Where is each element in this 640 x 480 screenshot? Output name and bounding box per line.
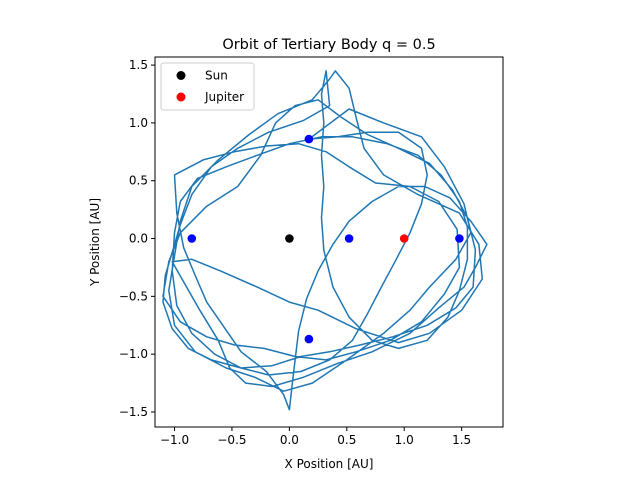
lagrange-point	[344, 234, 354, 243]
chart-title: Orbit of Tertiary Body q = 0.5	[222, 37, 435, 53]
x-tick-label: 0.0	[280, 433, 299, 447]
y-axis-label: Y Position [AU]	[88, 198, 102, 287]
x-tick-label: −0.5	[217, 433, 246, 447]
x-tick-label: 0.5	[337, 433, 356, 447]
plot-frame	[154, 56, 504, 428]
x-axis-label: X Position [AU]	[285, 457, 374, 471]
legend-marker-sun	[176, 71, 186, 80]
sun-point	[285, 234, 294, 243]
x-tick-label: 1.5	[452, 433, 471, 447]
lagrange-point	[304, 134, 314, 144]
jupiter-point	[399, 234, 409, 243]
y-tick-label: 0.5	[129, 174, 148, 188]
y-tick-label: −1.0	[119, 347, 148, 361]
y-tick-label: −0.5	[119, 289, 148, 303]
lagrange-point	[304, 334, 314, 344]
lagrange-point	[187, 234, 197, 243]
x-tick-label: −1.0	[160, 433, 189, 447]
y-tick-label: 1.5	[129, 58, 148, 72]
y-tick-label: −1.5	[119, 405, 148, 419]
y-tick-label: 1.0	[129, 116, 148, 130]
y-tick-label: 0.0	[129, 232, 148, 246]
legend: Sun Jupiter	[160, 62, 255, 111]
legend-label-sun: Sun	[205, 69, 228, 83]
legend-marker-jupiter	[176, 92, 186, 102]
legend-label-jupiter: Jupiter	[204, 90, 244, 104]
x-tick-label: 1.0	[395, 433, 414, 447]
lagrange-point	[455, 234, 464, 243]
orbit-trajectory-line	[162, 70, 488, 411]
